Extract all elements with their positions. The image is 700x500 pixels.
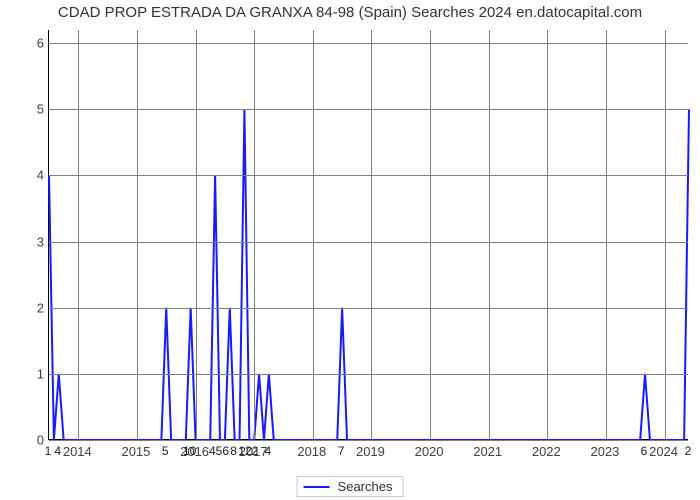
x-tick-label: 2015: [121, 444, 150, 459]
gridline-h: [49, 242, 688, 243]
gridline-v: [665, 30, 666, 439]
gridline-v: [606, 30, 607, 439]
x-annotation: 2: [685, 444, 692, 458]
x-tick-label: 2022: [532, 444, 561, 459]
x-annotation: 4: [265, 444, 272, 458]
gridline-h: [49, 308, 688, 309]
y-tick-label: 3: [4, 234, 44, 249]
line-series: [49, 30, 689, 440]
x-tick-label: 2018: [297, 444, 326, 459]
legend-label: Searches: [338, 479, 393, 494]
x-tick-label: 2024: [649, 444, 678, 459]
y-tick-label: 1: [4, 366, 44, 381]
gridline-h: [49, 440, 688, 441]
gridline-v: [371, 30, 372, 439]
y-tick-label: 2: [4, 300, 44, 315]
y-tick-label: 6: [4, 36, 44, 51]
searches-line: [49, 109, 689, 440]
x-annotation: 6: [641, 444, 648, 458]
x-tick-label: 2020: [415, 444, 444, 459]
x-annotation: 8: [230, 444, 237, 458]
chart-title: CDAD PROP ESTRADA DA GRANXA 84-98 (Spain…: [0, 4, 700, 21]
gridline-v: [137, 30, 138, 439]
x-annotation: 10: [183, 444, 196, 458]
legend: Searches: [297, 476, 404, 497]
gridline-v: [196, 30, 197, 439]
x-annotation: 5: [162, 444, 169, 458]
x-annotation: 122: [238, 444, 258, 458]
x-annotation: 456: [209, 444, 229, 458]
x-annotation: 7: [338, 444, 345, 458]
gridline-v: [254, 30, 255, 439]
gridline-v: [78, 30, 79, 439]
legend-swatch: [304, 486, 330, 488]
y-tick-label: 5: [4, 102, 44, 117]
gridline-v: [430, 30, 431, 439]
x-tick-label: 2019: [356, 444, 385, 459]
x-tick-label: 2014: [63, 444, 92, 459]
x-annotation: 4: [54, 444, 61, 458]
gridline-h: [49, 374, 688, 375]
y-tick-label: 4: [4, 168, 44, 183]
gridline-v: [489, 30, 490, 439]
chart-container: CDAD PROP ESTRADA DA GRANXA 84-98 (Spain…: [0, 0, 700, 500]
gridline-v: [547, 30, 548, 439]
plot-area: [48, 30, 688, 440]
x-tick-label: 2021: [473, 444, 502, 459]
y-tick-label: 0: [4, 433, 44, 448]
gridline-v: [313, 30, 314, 439]
gridline-h: [49, 109, 688, 110]
gridline-h: [49, 175, 688, 176]
x-annotation: 1: [45, 444, 52, 458]
gridline-h: [49, 43, 688, 44]
x-tick-label: 2023: [590, 444, 619, 459]
